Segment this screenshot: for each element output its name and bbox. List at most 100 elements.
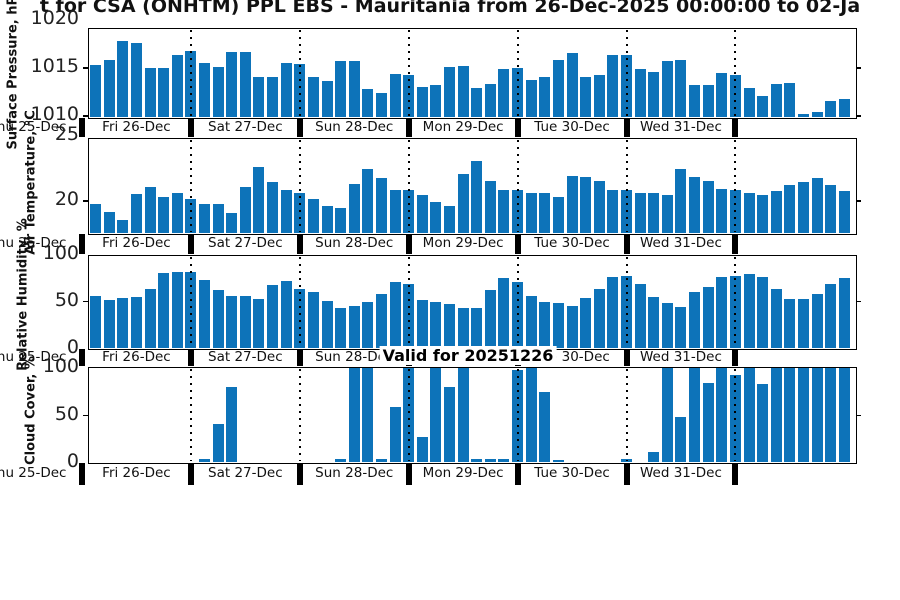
bar <box>784 367 796 462</box>
bar <box>757 277 769 348</box>
y-tick-label: 50 <box>54 288 79 311</box>
bar <box>838 191 850 233</box>
x-tick-label: Sun 28-Dec <box>315 348 394 365</box>
bar <box>689 367 701 462</box>
bar <box>675 169 687 233</box>
bar <box>661 195 673 233</box>
bar <box>757 95 769 117</box>
bar <box>253 298 265 348</box>
bar <box>199 280 210 348</box>
bar <box>321 205 333 233</box>
bar <box>811 367 823 462</box>
x-tick-label: Sun 28-Dec <box>315 235 394 251</box>
x-tick-label: Sat 27-Dec <box>208 118 283 135</box>
day-gridline <box>407 257 410 347</box>
x-tick-label: Wed 31-Dec <box>639 465 722 481</box>
bar <box>675 416 687 462</box>
y-tick-label: 25 <box>54 123 79 146</box>
bar <box>212 204 224 233</box>
day-tick <box>732 234 739 254</box>
x-tick-label: Sat 27-Dec <box>208 235 283 251</box>
day-tick <box>187 234 194 254</box>
bar <box>743 367 755 462</box>
bar <box>539 392 551 462</box>
day-tick <box>296 118 303 137</box>
x-tick-label: Thu 25-Dec <box>0 118 67 135</box>
bar <box>689 177 701 233</box>
bar <box>539 76 551 117</box>
day-tick <box>623 118 630 137</box>
bar <box>525 79 537 117</box>
bar <box>797 298 809 348</box>
bar <box>825 367 837 462</box>
bar <box>117 219 129 233</box>
x-tick-label: Mon 29-Dec <box>422 118 504 135</box>
day-gridline <box>625 369 628 461</box>
x-tick-label: Thu 25-Dec <box>0 348 67 365</box>
bar <box>797 182 809 233</box>
y-tick-label: 100 <box>42 241 79 264</box>
bar <box>689 85 701 117</box>
bar <box>457 367 469 462</box>
day-gridline <box>298 369 301 461</box>
bar <box>416 87 428 117</box>
bar <box>416 195 428 233</box>
day-tick <box>296 463 303 485</box>
bar <box>593 74 605 117</box>
bar <box>226 213 238 233</box>
y-tick-mark <box>856 115 861 117</box>
bar <box>416 299 428 348</box>
x-tick-label: Mon 29-Dec <box>422 235 504 251</box>
bar <box>348 61 360 117</box>
bar <box>171 192 183 233</box>
bar <box>103 212 115 233</box>
x-tick-label: Sat 27-Dec <box>208 465 283 481</box>
bar <box>267 76 279 117</box>
bar <box>362 301 374 348</box>
day-tick <box>79 234 85 254</box>
bar <box>811 112 823 117</box>
bar <box>648 72 660 117</box>
bar <box>348 306 360 348</box>
bar <box>171 54 183 117</box>
bar <box>267 284 279 348</box>
bar <box>797 367 809 462</box>
day-gridline <box>734 140 737 232</box>
x-tick-label: Sat 27-Dec <box>208 348 283 365</box>
x-tick-label: Wed 31-Dec <box>639 118 722 135</box>
x-tick-label: Tue 30-Dec <box>534 235 610 251</box>
x-tick-label: Sun 28-Dec <box>315 118 394 135</box>
bar <box>444 67 456 117</box>
bar <box>566 52 578 117</box>
day-tick <box>732 463 739 485</box>
day-gridline <box>189 369 192 461</box>
bar <box>484 180 496 233</box>
day-tick <box>405 463 412 485</box>
bar <box>90 65 102 117</box>
bar <box>307 76 319 117</box>
day-tick <box>405 234 412 254</box>
bar <box>661 60 673 117</box>
bar <box>539 192 551 233</box>
bar <box>90 204 102 233</box>
y-tick-label: 0 <box>66 336 79 358</box>
bar <box>648 297 660 348</box>
bar <box>389 190 401 233</box>
y-tick-label: 50 <box>54 402 79 425</box>
x-tick-label: Thu 25-Dec <box>0 235 67 251</box>
day-gridline <box>516 257 519 347</box>
bar <box>307 292 319 348</box>
bar <box>784 82 796 117</box>
bar <box>552 196 564 233</box>
bar <box>130 193 142 233</box>
bar <box>580 297 592 348</box>
bar <box>348 367 360 462</box>
bar <box>335 308 347 348</box>
bar <box>525 367 537 462</box>
bar <box>634 192 646 233</box>
bar <box>375 459 387 462</box>
bar <box>416 437 428 462</box>
bar <box>199 459 210 462</box>
bar <box>743 274 755 348</box>
bar <box>348 183 360 233</box>
